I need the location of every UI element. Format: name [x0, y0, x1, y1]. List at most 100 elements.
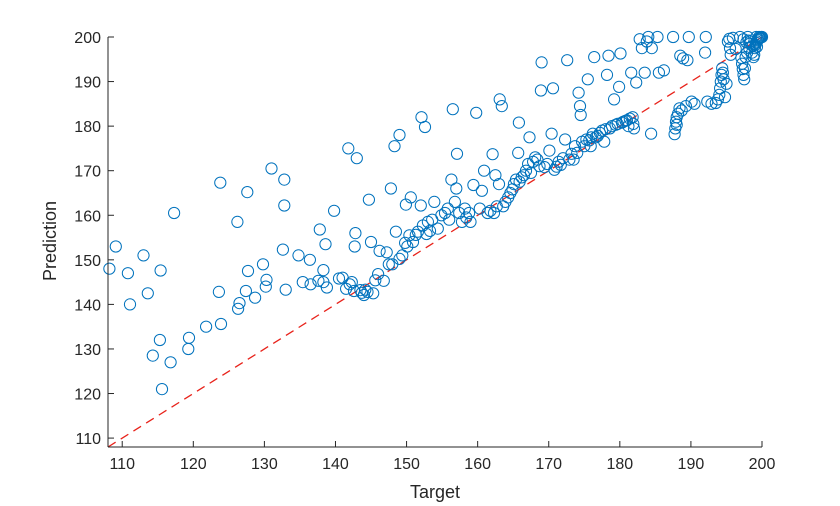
data-point [464, 215, 477, 228]
data-point [548, 163, 561, 176]
data-point [714, 75, 727, 88]
data-point [602, 49, 615, 62]
data-point [613, 80, 626, 94]
reference-line-layer [107, 36, 763, 448]
data-point [737, 68, 750, 82]
data-point [600, 68, 614, 82]
data-point [411, 225, 424, 238]
data-point [384, 182, 397, 195]
y-tick-label: 140 [74, 297, 101, 314]
y-tick-label: 110 [75, 431, 101, 448]
data-point [359, 283, 372, 296]
data-point [614, 47, 627, 60]
data-point [748, 48, 761, 61]
data-point [657, 64, 671, 77]
data-point [565, 147, 578, 160]
data-point [588, 51, 601, 64]
data-point [312, 274, 325, 287]
x-tick-label: 150 [393, 456, 420, 473]
data-point [705, 97, 718, 110]
data-point [568, 140, 582, 153]
data-point [123, 298, 137, 311]
data-point [638, 66, 651, 79]
data-point [523, 131, 536, 144]
data-point [573, 100, 587, 113]
data-point [672, 107, 685, 120]
data-point [688, 97, 701, 110]
data-point [674, 49, 687, 62]
data-point [420, 227, 433, 241]
x-tick-label: 200 [749, 456, 776, 473]
x-axis-title: Target [410, 482, 460, 502]
y-tick-label: 180 [74, 119, 101, 136]
x-tick-label: 190 [678, 456, 705, 473]
x-tick-label: 160 [464, 456, 491, 473]
data-point [443, 213, 456, 226]
data-point [543, 144, 556, 157]
data-point [428, 195, 441, 208]
data-point [292, 249, 305, 262]
data-point [620, 114, 634, 127]
data-points [103, 30, 769, 396]
data-point [241, 186, 254, 199]
data-point [458, 202, 471, 215]
data-point [567, 153, 580, 166]
data-point [182, 331, 196, 344]
data-point [709, 96, 722, 110]
data-point [667, 30, 680, 44]
data-point [141, 287, 154, 300]
data-point [450, 182, 463, 195]
data-point [313, 223, 326, 236]
data-point [137, 249, 150, 262]
x-tick-label: 110 [109, 456, 135, 473]
data-point [448, 195, 461, 208]
data-point [182, 342, 195, 356]
data-point [396, 249, 409, 262]
data-point [563, 153, 576, 166]
data-point [495, 100, 508, 113]
data-point [249, 291, 262, 304]
data-point [729, 42, 742, 56]
data-point [232, 302, 245, 315]
data-point [534, 84, 548, 97]
data-point [481, 206, 494, 220]
data-point [345, 276, 358, 289]
data-point [265, 162, 278, 175]
data-point [645, 42, 658, 55]
data-point [279, 283, 292, 296]
data-point [304, 278, 317, 291]
data-point [450, 147, 464, 160]
data-point [445, 173, 458, 186]
axes: 110 120 130 140 150 160 170 180 190 200 110 120 130 1… [74, 30, 775, 473]
data-point [320, 281, 333, 294]
data-point [463, 206, 476, 220]
data-point [512, 146, 525, 159]
data-point [742, 34, 755, 47]
data-point [559, 133, 572, 146]
data-point [296, 276, 309, 289]
data-point [720, 77, 733, 90]
data-point [382, 258, 395, 271]
data-point [343, 278, 356, 291]
data-point [574, 108, 587, 122]
data-point [103, 262, 116, 275]
data-point [109, 240, 122, 253]
y-tick-label: 170 [74, 164, 101, 181]
data-point [404, 191, 417, 204]
y-tick-label: 120 [74, 387, 101, 404]
data-point [750, 40, 764, 53]
data-point [509, 173, 523, 186]
data-point [317, 264, 330, 277]
y-axis-title: Prediction [40, 201, 60, 281]
data-point [239, 284, 252, 298]
data-point [512, 116, 526, 129]
data-point [350, 152, 363, 165]
data-point [431, 222, 444, 235]
data-point [380, 246, 393, 259]
data-point [718, 91, 732, 104]
data-point [406, 235, 420, 249]
data-point [260, 273, 273, 286]
data-point [533, 160, 546, 173]
data-point [681, 54, 694, 67]
data-point [256, 258, 270, 271]
